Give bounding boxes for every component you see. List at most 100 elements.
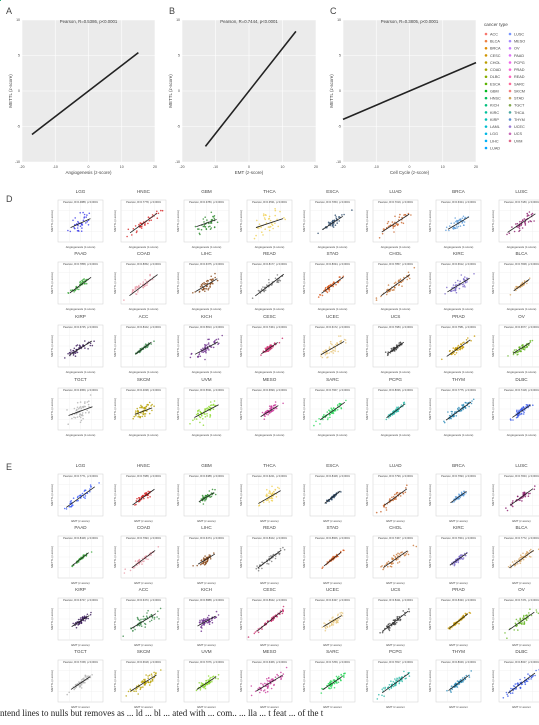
- subplot-name: LUSC: [515, 189, 528, 194]
- legend-label: LGG: [490, 132, 498, 136]
- x-tick-label: -20: [340, 165, 345, 169]
- data-point: [386, 294, 388, 296]
- panel-title: Pearson, R=0.7444, p<0.0001: [220, 19, 278, 24]
- legend-label: UCS: [514, 132, 522, 136]
- subplot-name: THCA: [263, 189, 276, 194]
- data-point: [318, 296, 320, 298]
- legend-label: LAML: [490, 125, 500, 129]
- x-tick-label: -10: [213, 165, 218, 169]
- data-point: [259, 290, 261, 292]
- data-point: [211, 222, 213, 224]
- x-axis-label: Angiogenesis (z-score): [66, 307, 96, 311]
- data-point: [149, 220, 151, 222]
- data-point: [131, 234, 133, 236]
- data-point: [526, 283, 528, 285]
- data-point: [201, 284, 203, 286]
- data-point: [327, 286, 329, 288]
- panel-letter: A: [6, 6, 12, 16]
- y-tick-label: -5: [338, 125, 341, 129]
- subplot-name: LGG: [76, 189, 86, 194]
- subplot-title: Pearson, R=0.7848, p<0.0001: [504, 262, 539, 266]
- data-point: [277, 280, 279, 282]
- legend-swatch: [509, 61, 512, 64]
- data-point: [274, 208, 276, 210]
- data-point: [264, 217, 266, 219]
- data-point: [333, 226, 335, 228]
- data-point: [454, 227, 456, 229]
- x-tick-label: -20: [19, 165, 24, 169]
- data-point: [338, 220, 340, 222]
- data-point: [339, 276, 341, 278]
- data-point: [399, 284, 401, 286]
- data-point: [126, 236, 128, 238]
- x-tick-label: 10: [120, 165, 124, 169]
- data-point: [275, 278, 277, 280]
- y-tick-label: 10: [16, 18, 20, 22]
- y-axis-label: METTL (z-score): [176, 272, 180, 294]
- data-point: [262, 286, 264, 288]
- data-point: [404, 214, 406, 216]
- y-tick-label: 10: [337, 18, 341, 22]
- data-point: [211, 279, 213, 281]
- data-point: [85, 216, 87, 218]
- legend-label: PCPG: [514, 61, 525, 65]
- x-axis-label: Cell Cycle (z-score): [390, 170, 430, 175]
- data-point: [272, 225, 274, 227]
- data-point: [509, 232, 511, 234]
- x-tick-label: 10: [441, 165, 445, 169]
- legend-label: ESCA: [490, 82, 501, 86]
- data-point: [450, 291, 452, 293]
- data-point: [137, 291, 139, 293]
- data-point: [376, 297, 378, 299]
- y-axis-label: METTL (z-score): [168, 74, 173, 108]
- data-point: [517, 223, 519, 225]
- data-point: [79, 212, 81, 214]
- data-point: [463, 279, 465, 281]
- data-point: [265, 289, 267, 291]
- y-axis-label: METTL (z-score): [428, 272, 432, 294]
- legend-label: READ: [514, 75, 525, 79]
- data-point: [329, 222, 331, 224]
- data-point: [460, 218, 462, 220]
- y-axis-label: METTL (z-score): [113, 210, 117, 232]
- data-point: [86, 221, 88, 223]
- panel-title: Pearson, R=0.3805, p<0.0001: [381, 19, 439, 24]
- legend-label: KIRP: [490, 118, 499, 122]
- data-point: [529, 277, 531, 279]
- y-axis-label: METTL (z-score): [491, 210, 495, 232]
- subplot-title: Pearson, R=0.4888, p<0.0001: [63, 200, 98, 204]
- data-point: [275, 210, 277, 212]
- data-point: [351, 209, 353, 211]
- legend-swatch: [509, 132, 512, 135]
- data-point: [511, 226, 513, 228]
- data-point: [400, 278, 402, 280]
- data-point: [204, 290, 206, 292]
- data-point: [463, 283, 465, 285]
- legend-swatch: [509, 97, 512, 100]
- data-point: [519, 227, 521, 229]
- x-axis-label: Angiogenesis (z-score): [381, 245, 411, 249]
- legend-swatch: [485, 147, 488, 150]
- x-axis-label: Angiogenesis (z-score): [318, 245, 348, 249]
- legend-swatch: [485, 83, 488, 86]
- data-point: [456, 220, 458, 222]
- x-axis-label: Angiogenesis (z-score): [255, 307, 285, 311]
- data-point: [149, 274, 151, 276]
- data-point: [455, 284, 457, 286]
- data-point: [74, 217, 76, 219]
- data-point: [214, 277, 216, 279]
- subplot-title: Pearson, R=0.8177, p<0.0001: [252, 262, 287, 266]
- data-point: [519, 221, 521, 223]
- data-point: [528, 221, 530, 223]
- data-point: [260, 227, 262, 229]
- x-axis-label: Angiogenesis (z-score): [381, 307, 411, 311]
- data-point: [268, 218, 270, 220]
- data-point: [459, 288, 461, 290]
- data-point: [473, 273, 475, 275]
- data-point: [268, 279, 270, 281]
- data-point: [453, 290, 455, 292]
